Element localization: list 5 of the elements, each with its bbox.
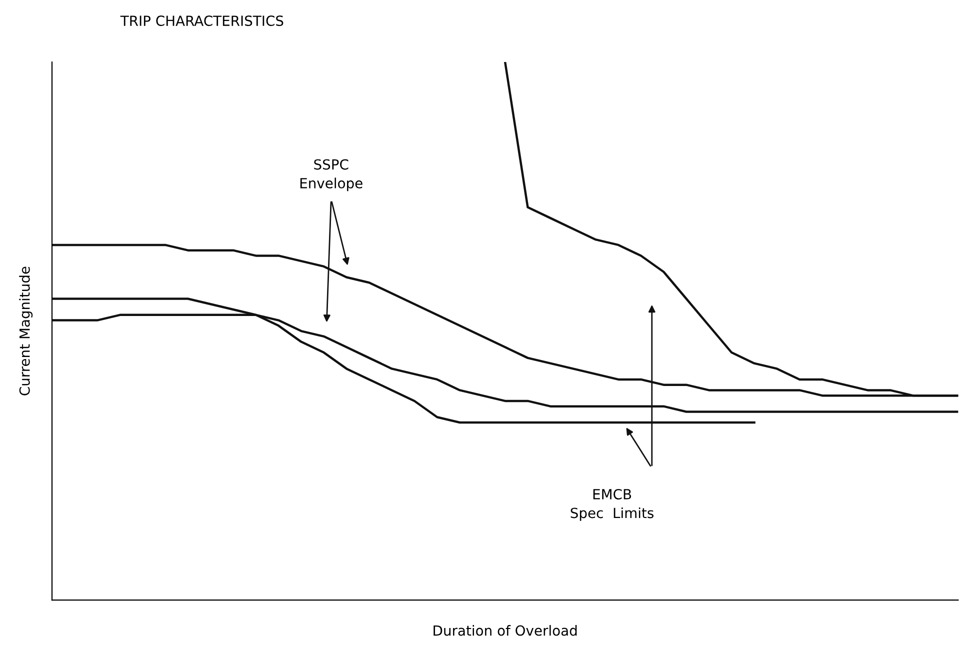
annotation: SSPC Envelope [300,159,362,192]
annotation: EMCB Spec Limits [570,488,654,521]
x-axis-title: Duration of Overload [434,625,577,636]
y-axis-title: Current Magnitude [19,266,33,396]
chart-title: TRIP CHARACTERISTICS [120,16,284,26]
